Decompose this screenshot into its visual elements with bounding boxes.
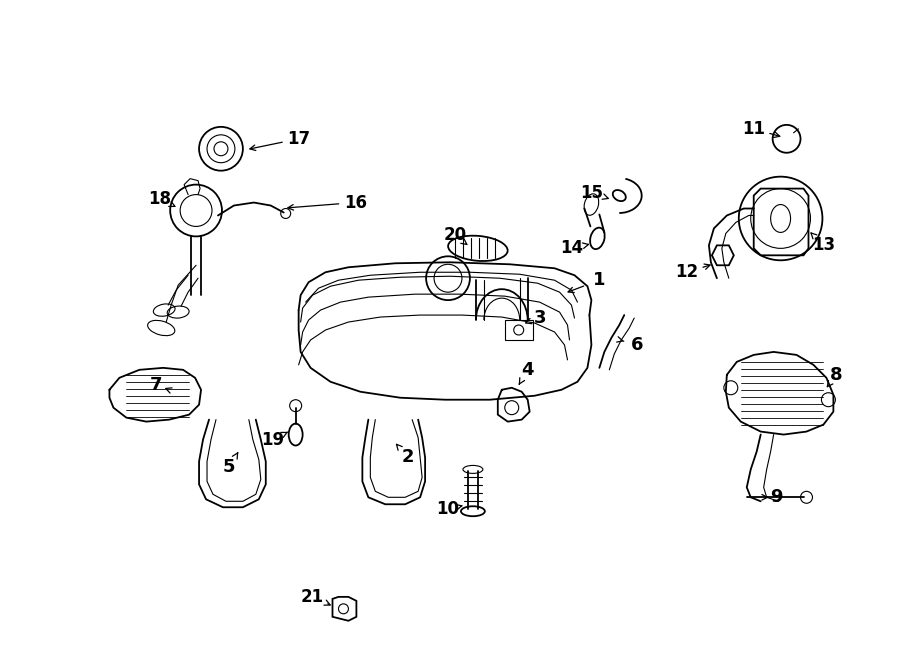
Text: 16: 16 bbox=[344, 194, 367, 212]
Text: 12: 12 bbox=[675, 263, 698, 281]
Text: 21: 21 bbox=[301, 588, 324, 606]
Text: 9: 9 bbox=[770, 488, 783, 506]
Text: 15: 15 bbox=[580, 184, 603, 202]
Text: 5: 5 bbox=[222, 459, 235, 477]
Text: 10: 10 bbox=[436, 500, 460, 518]
Text: 13: 13 bbox=[812, 237, 835, 254]
Text: 17: 17 bbox=[287, 130, 310, 148]
Text: 1: 1 bbox=[593, 271, 606, 290]
Text: 3: 3 bbox=[534, 309, 546, 327]
Text: 2: 2 bbox=[402, 448, 414, 467]
Text: 4: 4 bbox=[521, 361, 534, 379]
Text: 20: 20 bbox=[444, 227, 466, 245]
Text: 19: 19 bbox=[261, 430, 284, 449]
Text: 7: 7 bbox=[150, 375, 163, 394]
Text: 6: 6 bbox=[631, 336, 644, 354]
Text: 18: 18 bbox=[148, 190, 171, 208]
Text: 14: 14 bbox=[560, 239, 583, 257]
Text: 8: 8 bbox=[830, 366, 842, 384]
Text: 11: 11 bbox=[742, 120, 765, 138]
